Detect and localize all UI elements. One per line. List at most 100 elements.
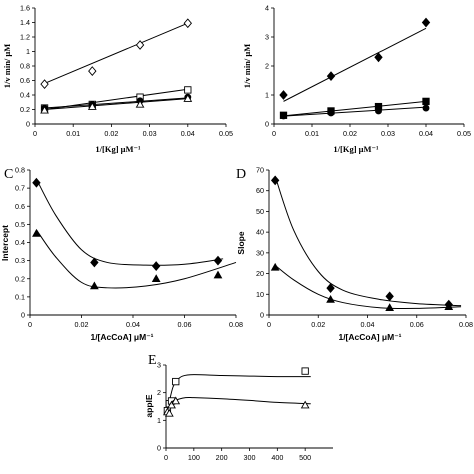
x-tick-label: 0 [272,129,276,138]
y-tick-label: 0 [260,311,264,320]
x-tick-label: 200 [216,453,228,462]
data-point [326,71,336,82]
data-point [270,262,280,271]
y-tick-label: 3 [157,361,161,370]
data-point [280,112,287,120]
data-point [151,274,161,282]
data-point [421,17,431,28]
fit-line [274,264,462,310]
y-tick-label: 0.8 [20,62,30,71]
chart-panel-b: 0 0.01 0.02 0.03 0.04 0.05 0 1 2 3 4 1/[Kg] μM⁻¹ 1/v… [242,4,471,155]
x-tick-label: 0.04 [181,129,195,138]
data-point [444,302,454,310]
x-axis-label: 1/[Kg] μM⁻¹ [333,144,379,154]
x-tick-label: 0 [164,453,168,462]
x-tick-label: 0.01 [66,129,80,138]
data-point [40,79,49,90]
x-tick-label: 0.08 [459,320,473,329]
x-tick-label: 100 [188,453,200,462]
series-diamond-filled [279,17,431,102]
x-tick-label: 0.02 [343,129,357,138]
y-tick-label: 3 [265,33,269,42]
series-triangle-filled [32,228,237,290]
data-point [183,18,192,29]
data-point [167,400,176,409]
y-tick-label: 0.5 [15,220,25,229]
y-tick-label: 1 [157,416,161,425]
data-point [327,109,335,117]
chart-panel-d: 0 0.02 0.04 0.06 0.08 0 10 20 30 40 50 60 70 1/[AcCoA… [236,166,473,343]
x-tick-label: 0.02 [75,320,89,329]
y-tick-label: 1 [265,91,269,100]
y-tick-label: 1 [26,47,30,56]
fit-line [165,374,311,415]
y-tick-label: 2 [265,62,269,71]
data-point [184,86,192,94]
data-point [172,377,180,386]
x-tick-label: 0.03 [143,129,157,138]
y-tick-label: 1.4 [20,18,30,27]
data-point [135,99,145,108]
fit-line [44,97,188,109]
x-tick-label: 0.08 [229,320,243,329]
series-triangle-filled [270,262,462,311]
panel-letter-e: E [148,353,157,368]
data-point [32,177,41,188]
y-tick-label: 30 [256,248,264,257]
y-tick-label: 0.2 [20,105,30,114]
data-point [279,90,288,100]
data-point [135,40,145,50]
data-point [385,303,395,311]
x-tick-label: 0.01 [305,129,319,138]
y-axis-label: Slope [236,231,246,254]
x-tick-label: 0.04 [419,129,433,138]
y-tick-label: 0.6 [20,76,30,85]
y-axis-label: 1/v min/ μM [2,44,12,88]
y-tick-label: 60 [256,186,264,195]
x-tick-label: 300 [244,453,256,462]
x-tick-label: 0.02 [104,129,118,138]
series-circle-filled [280,104,430,120]
y-tick-label: 0.8 [15,166,25,175]
data-point [213,255,223,266]
y-tick-label: 0.4 [15,238,25,247]
y-tick-label: 40 [256,228,264,237]
fit-line [44,22,188,84]
y-tick-label: 50 [256,207,264,216]
chart-panel-e: 0 100 200 300 400 500 0 1 2 3 appIE [144,361,333,462]
y-tick-label: 0.7 [15,184,25,193]
fit-line [283,100,427,117]
x-tick-label: 0.04 [126,320,140,329]
data-point [422,97,430,106]
x-tick-label: 0.03 [381,129,395,138]
y-tick-label: 0.4 [20,91,30,100]
y-tick-label: 0 [21,311,25,320]
x-tick-label: 0.02 [311,320,325,329]
data-point [171,396,181,405]
series-diamond-open [40,18,192,90]
y-tick-label: 0.1 [15,292,25,301]
x-tick-label: 0 [28,320,32,329]
chart-panel-c: 0 0.02 0.04 0.06 0.08 0 0.1 0.2 0.3 0.4 0.5 0.6 0.7 0… [0,166,243,343]
data-point [87,102,97,110]
data-point [151,261,161,271]
fit-line [274,176,462,307]
panel-letter-c: C [4,167,13,182]
fit-line [44,98,188,110]
data-point [213,270,223,279]
series-square-open [163,367,311,415]
y-tick-label: 1.2 [20,33,30,42]
x-tick-label: 0 [33,129,37,138]
x-tick-label: 0.05 [457,129,471,138]
data-point [164,408,174,417]
fit-line [36,229,237,289]
data-point [326,294,335,303]
y-axis-label: 1/v min/ μM [242,44,252,88]
y-tick-label: 0.2 [15,274,25,283]
y-tick-label: 4 [265,4,269,13]
y-tick-label: 1.6 [20,4,30,13]
y-tick-label: 0 [157,444,161,453]
data-point [90,257,99,268]
data-point [270,175,280,186]
